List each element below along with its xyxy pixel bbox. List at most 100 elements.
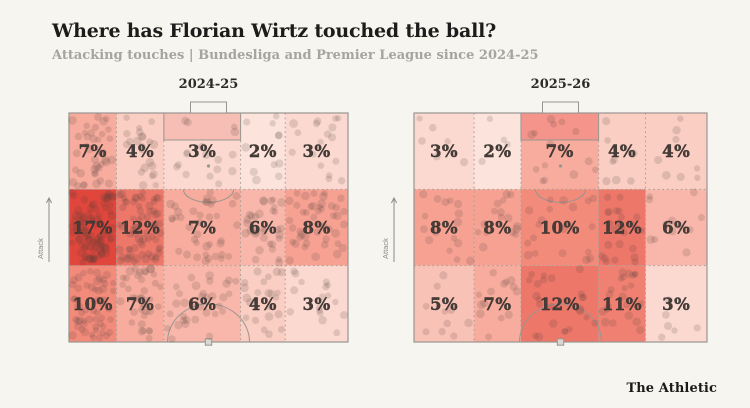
touch-dot: [101, 244, 111, 253]
touch-dot: [224, 276, 233, 285]
center-circle: [519, 303, 602, 343]
touch-dot: [86, 215, 95, 225]
touch-dot: [232, 277, 240, 285]
touch-dot: [124, 285, 132, 293]
touch-dot: [150, 198, 158, 206]
touch-dot: [156, 228, 165, 238]
touch-dot: [87, 129, 96, 137]
touch-dot: [232, 192, 241, 200]
touch-dot: [103, 193, 112, 202]
touch-dot: [74, 206, 83, 215]
touch-dot: [181, 320, 190, 329]
touch-dot: [115, 245, 124, 255]
touch-dot: [507, 190, 515, 199]
touch-dot: [546, 140, 555, 149]
touch-dot: [173, 283, 180, 291]
zone-percentage-label: 8%: [430, 219, 458, 238]
touch-dot: [316, 309, 324, 317]
touch-dot: [315, 304, 323, 311]
touch-dot: [97, 237, 105, 245]
touch-dot: [73, 227, 81, 235]
touch-dot: [325, 172, 333, 179]
touch-dot: [324, 225, 333, 233]
touch-dot: [190, 235, 199, 244]
touch-dot: [629, 149, 638, 158]
touch-dot: [138, 132, 147, 141]
touch-dot: [92, 162, 102, 171]
touch-dot: [80, 269, 87, 277]
touch-dot: [252, 175, 261, 185]
touch-dot: [75, 211, 84, 220]
season-label-2025-26: 2025-26: [530, 77, 591, 92]
touch-dot: [612, 207, 621, 215]
touch-dot: [97, 160, 105, 168]
touch-dot: [275, 258, 284, 267]
touch-dot: [324, 281, 331, 289]
touch-dot: [610, 225, 618, 233]
zone-fill: [116, 189, 164, 266]
touch-dot: [83, 142, 90, 150]
touch-dot: [646, 193, 654, 200]
touch-dot: [105, 328, 114, 337]
touch-dot: [478, 157, 486, 166]
touch-dot: [87, 283, 97, 292]
touch-dot: [260, 278, 268, 286]
touch-dot: [89, 254, 99, 264]
touch-dot: [631, 258, 639, 266]
touch-dot: [428, 123, 437, 132]
touch-dot: [125, 246, 133, 253]
touch-dot: [89, 200, 98, 209]
touch-dot: [672, 126, 681, 135]
touch-dot: [139, 195, 147, 202]
touch-dot: [68, 188, 77, 197]
touch-dot: [72, 166, 80, 174]
touch-dot: [92, 205, 100, 213]
touch-dot: [149, 172, 156, 180]
touch-dot: [322, 278, 330, 286]
touch-dot: [81, 255, 89, 262]
touch-dot: [340, 207, 348, 216]
touch-dot: [142, 268, 150, 276]
touch-dot: [122, 140, 131, 149]
touch-dot: [480, 220, 489, 229]
touch-dot: [147, 252, 157, 262]
touch-dot: [132, 136, 142, 146]
touch-dot: [459, 158, 469, 167]
touch-dot: [335, 115, 342, 122]
touch-dot: [274, 172, 283, 181]
touch-dot: [534, 332, 544, 342]
touch-dot: [646, 235, 656, 244]
touch-dot: [71, 211, 81, 221]
touch-dot: [524, 206, 534, 215]
touch-dot: [90, 155, 99, 164]
touch-dot: [618, 292, 627, 301]
touch-dot: [319, 222, 328, 231]
touch-dot: [583, 314, 590, 321]
zone-fill: [414, 265, 475, 342]
touch-dot: [138, 241, 146, 249]
touch-dot: [206, 332, 214, 340]
touch-dot: [96, 233, 104, 240]
touch-dot: [107, 211, 117, 221]
zone-percentage-label: 5%: [430, 295, 458, 314]
touch-dot: [251, 255, 260, 264]
touch-dot: [102, 115, 110, 123]
touch-dot: [575, 306, 585, 316]
touch-dot: [268, 245, 277, 253]
touch-dot: [98, 314, 106, 322]
touch-dot: [617, 275, 625, 282]
touch-dot: [620, 228, 628, 237]
touch-dot: [559, 224, 568, 234]
touch-dot: [322, 283, 330, 291]
touch-dot: [68, 222, 77, 231]
zone-percentage-label: 4%: [249, 295, 277, 314]
touch-dot: [115, 191, 124, 199]
zone-fill: [240, 189, 286, 266]
touch-dot: [260, 326, 268, 334]
touch-dot: [540, 272, 548, 279]
touch-dot: [72, 315, 80, 324]
touch-dot: [136, 124, 143, 132]
touch-dot: [145, 250, 153, 258]
touch-dot: [105, 126, 112, 133]
touch-dot: [604, 240, 613, 249]
